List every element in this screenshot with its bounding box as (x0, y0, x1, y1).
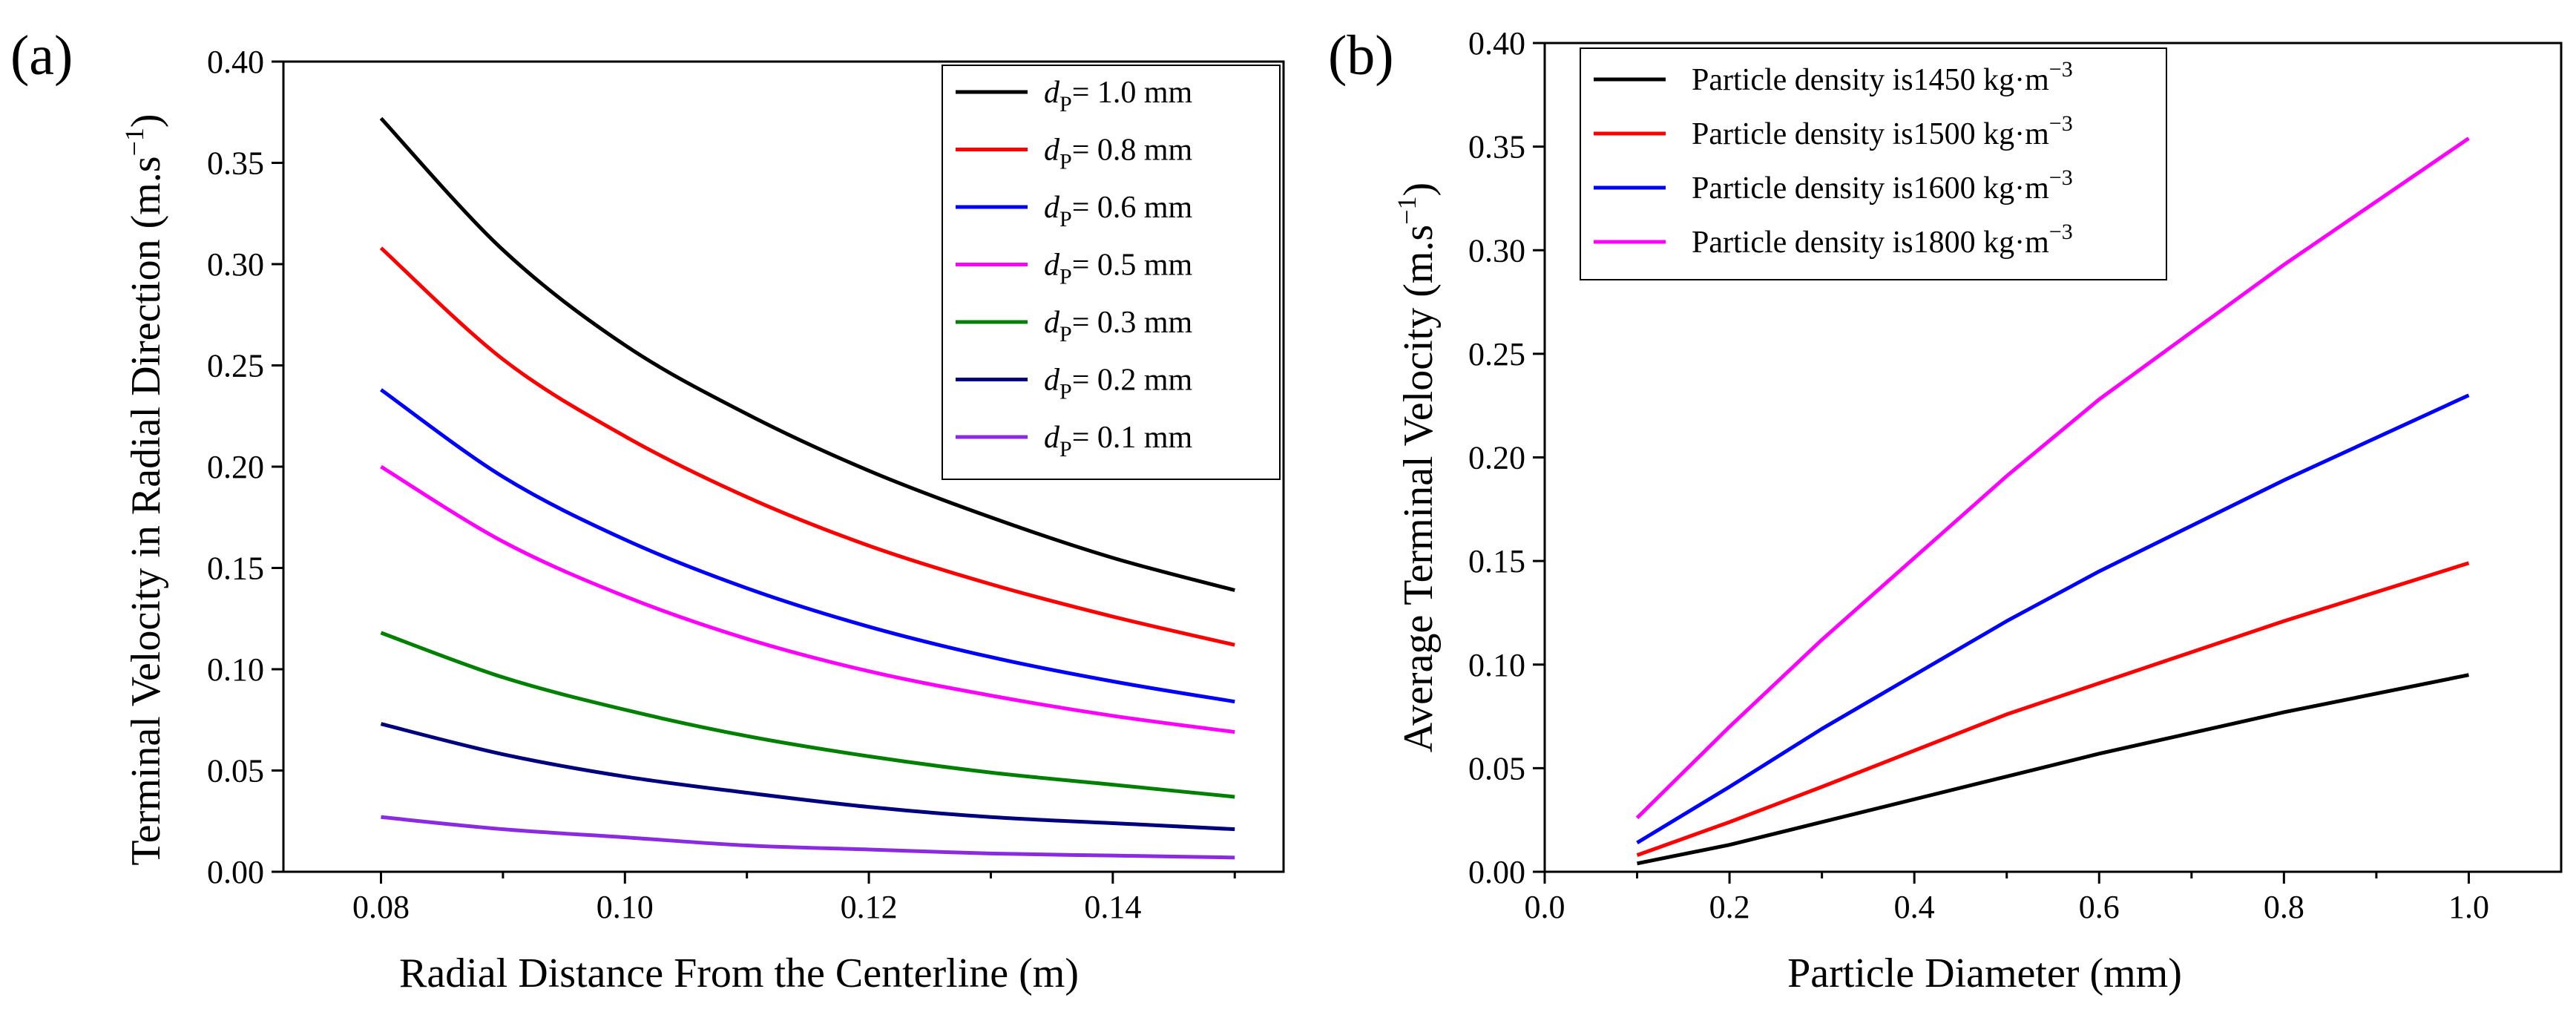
y-tick-label: 0.10 (1468, 647, 1525, 683)
panel-a-y-axis-title: Terminal Velocity in Radial Direction (m… (119, 114, 169, 865)
x-tick-label: 1.0 (2448, 889, 2489, 925)
panel-b-y-axis-title: Average Terminal Velocity (m.s−1) (1392, 183, 1442, 752)
series-line-2 (1636, 561, 2470, 858)
panel-a-legend: dP= 1.0 mm dP= 0.8 mm dP= 0.6 mm dP= 0.5 mm… (942, 65, 1281, 480)
legend-box (1580, 47, 2167, 280)
x-tick-label: 0.12 (841, 889, 898, 925)
x-tick-label: 0.08 (352, 889, 410, 925)
panel-b-legend: Particle density is1450 kg·m−3 Particle d… (1580, 47, 2167, 280)
x-tick-label: 0.8 (2264, 889, 2304, 925)
legend-box (942, 65, 1281, 480)
legend-entry-label: dP= 0.8 mm (1044, 134, 1193, 174)
series-line-3 (1636, 393, 2470, 845)
y-tick-label: 0.00 (207, 854, 264, 890)
series-line-1 (379, 116, 1235, 592)
series-line-4 (1635, 137, 2470, 820)
panel-a-label: (a) (10, 24, 73, 87)
x-tick-label: 0.10 (597, 889, 654, 925)
series-line-4 (380, 464, 1235, 735)
x-tick-label: 0.4 (1894, 889, 1935, 925)
panel-a-chart: (a) Terminal Velocity in Radial Directio… (10, 24, 1285, 996)
legend-entry-label: dP= 1.0 mm (1044, 76, 1193, 116)
legend-entry-label: Particle density is1450 kg·m−3 (1692, 57, 2073, 97)
legend-entry-label: Particle density is1800 kg·m−3 (1692, 220, 2073, 260)
panel-b-label: (b) (1328, 24, 1394, 87)
series-line-6 (380, 722, 1235, 832)
series-line-3 (380, 388, 1235, 704)
y-tick-label: 0.00 (1468, 854, 1525, 890)
legend-entry-label: Particle density is1500 kg·m−3 (1692, 111, 2073, 151)
series-line-7 (381, 815, 1235, 860)
y-tick-label: 0.35 (1468, 129, 1525, 165)
y-tick-label: 0.25 (207, 348, 264, 384)
series-line-5 (380, 631, 1235, 799)
y-tick-label: 0.20 (207, 449, 264, 485)
y-tick-label: 0.30 (207, 246, 264, 283)
y-tick-label: 0.40 (1468, 25, 1525, 62)
x-tick-label: 0.6 (2079, 889, 2120, 925)
y-tick-label: 0.20 (1468, 440, 1525, 476)
panel-a-x-axis-title: Radial Distance From the Centerline (m) (399, 950, 1079, 996)
legend-entry-label: dP= 0.3 mm (1044, 306, 1193, 346)
y-tick-label: 0.15 (1468, 543, 1525, 579)
series-line-2 (379, 246, 1235, 647)
legend-entry-label: dP= 0.1 mm (1044, 421, 1193, 461)
x-tick-label: 0.2 (1709, 889, 1750, 925)
y-tick-label: 0.30 (1468, 232, 1525, 269)
legend-entry-label: dP= 0.2 mm (1044, 364, 1193, 404)
series-line-1 (1637, 673, 2469, 866)
y-tick-label: 0.05 (1468, 750, 1525, 786)
legend-entry-label: dP= 0.5 mm (1044, 249, 1193, 289)
x-tick-label: 0.14 (1084, 889, 1141, 925)
panel-b-plot-frame (1543, 42, 2563, 873)
y-tick-label: 0.25 (1468, 336, 1525, 372)
y-tick-label: 0.05 (207, 753, 264, 789)
legend-entry-label: Particle density is1600 kg·m−3 (1692, 165, 2073, 206)
y-tick-label: 0.40 (207, 44, 264, 80)
y-tick-label: 0.35 (207, 145, 264, 182)
panel-b-x-axis-title: Particle Diameter (mm) (1787, 950, 2182, 996)
y-tick-label: 0.10 (207, 651, 264, 688)
legend-entry-label: dP= 0.6 mm (1044, 191, 1193, 231)
x-tick-label: 0.0 (1525, 889, 1565, 925)
panel-b-chart: (b) Average Terminal Velocity (m.s−1) Pa… (1328, 24, 2563, 996)
y-tick-label: 0.15 (207, 551, 264, 587)
panel-a-plot-frame (282, 60, 1285, 873)
